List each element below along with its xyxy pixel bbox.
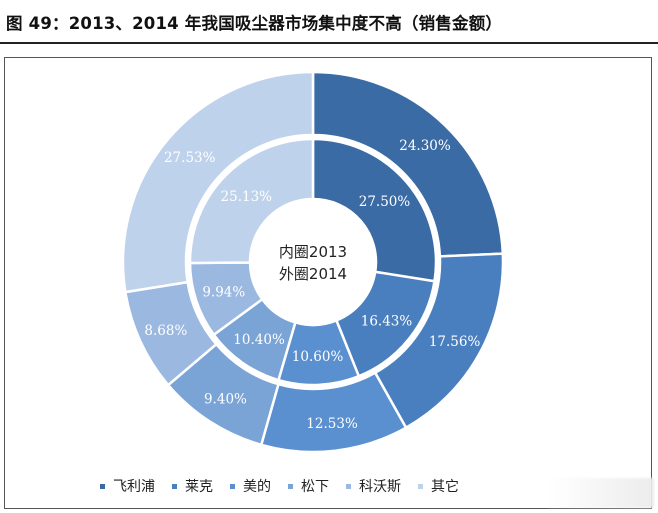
- chart-frame: [4, 57, 652, 509]
- legend-swatch: [288, 483, 293, 489]
- inner-data-label-0: 27.50%: [359, 194, 411, 210]
- outer-slice-5: [121, 70, 315, 294]
- legend-label: 科沃斯: [359, 479, 401, 495]
- outer-ring-2014: [121, 70, 505, 454]
- outer-data-label-3: 9.40%: [204, 391, 247, 407]
- legend-label: 飞利浦: [113, 479, 155, 495]
- inner-slice-5: [188, 137, 315, 265]
- center-label-inner: 内圈2013: [279, 243, 347, 261]
- outer-data-label-4: 8.68%: [144, 323, 187, 339]
- inner-data-label-4: 9.94%: [202, 285, 245, 301]
- legend-item: 莱克: [172, 476, 213, 496]
- legend-label: 莱克: [185, 479, 213, 495]
- legend-swatch: [346, 483, 351, 489]
- legend-label: 美的: [243, 479, 271, 495]
- inner-data-label-3: 10.40%: [233, 332, 285, 348]
- legend-item: 其它: [418, 476, 459, 496]
- outer-data-label-5: 27.53%: [164, 150, 216, 166]
- data-labels: 27.50% 16.43% 10.60% 10.40% 9.94% 25.13% 24.30…: [144, 138, 480, 432]
- inner-data-label-1: 16.43%: [361, 314, 413, 330]
- legend-swatch: [100, 483, 105, 489]
- legend: 飞利浦 莱克 美的 松下 科沃斯 其它: [100, 474, 476, 498]
- legend-item: 飞利浦: [100, 476, 155, 496]
- legend-swatch: [172, 483, 177, 489]
- legend-swatch: [418, 483, 423, 489]
- legend-item: 松下: [288, 476, 329, 496]
- legend-item: 科沃斯: [346, 476, 401, 496]
- legend-item: 美的: [230, 476, 271, 496]
- center-label-outer: 外圈2014: [279, 265, 347, 283]
- outer-data-label-0: 24.30%: [399, 138, 451, 154]
- legend-label: 其它: [431, 479, 459, 495]
- inner-data-label-5: 25.13%: [221, 189, 273, 205]
- title-rule: [0, 42, 658, 44]
- watermark-blur: [548, 478, 654, 508]
- figure-title: 图 49：2013、2014 年我国吸尘器市场集中度不高（销售金额）: [6, 14, 503, 33]
- outer-data-label-1: 17.56%: [429, 334, 481, 350]
- inner-slice-0: [311, 137, 438, 283]
- legend-label: 松下: [301, 479, 329, 495]
- inner-ring-2013: [188, 137, 438, 387]
- outer-data-label-2: 12.53%: [306, 416, 358, 432]
- inner-data-label-2: 10.60%: [292, 349, 344, 365]
- legend-swatch: [230, 483, 235, 489]
- outer-slice-0: [311, 70, 505, 258]
